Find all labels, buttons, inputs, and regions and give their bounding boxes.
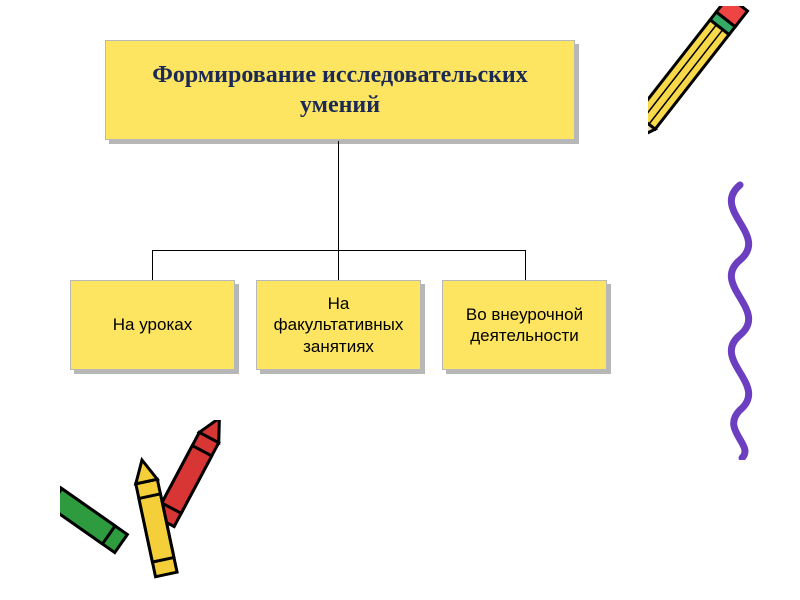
child-2-text: На факультативных занятиях bbox=[274, 293, 404, 357]
crayons-icon bbox=[60, 420, 260, 595]
child-2-line1: На bbox=[328, 294, 350, 313]
child-1-text: На уроках bbox=[113, 314, 192, 335]
squiggle-icon bbox=[700, 180, 780, 465]
root-box: Формирование исследовательских умений bbox=[105, 40, 575, 140]
child-2-box: На факультативных занятиях bbox=[256, 280, 421, 370]
child-2-line3: занятиях bbox=[303, 337, 374, 356]
drop-3 bbox=[525, 250, 526, 280]
drop-2 bbox=[338, 250, 339, 280]
child-3-text: Во внеурочной деятельности bbox=[466, 304, 583, 347]
trunk-vertical bbox=[338, 141, 339, 250]
child-2-line2: факультативных bbox=[274, 315, 404, 334]
root-text: Формирование исследовательских умений bbox=[152, 60, 528, 120]
root-line1: Формирование исследовательских bbox=[152, 62, 528, 88]
root-line2: умений bbox=[300, 92, 380, 118]
child-1-box: На уроках bbox=[70, 280, 235, 370]
child-3-line1: Во внеурочной bbox=[466, 305, 583, 324]
drop-1 bbox=[152, 250, 153, 280]
pencil-icon bbox=[648, 6, 788, 191]
child-3-box: Во внеурочной деятельности bbox=[442, 280, 607, 370]
child-3-line2: деятельности bbox=[470, 326, 578, 345]
